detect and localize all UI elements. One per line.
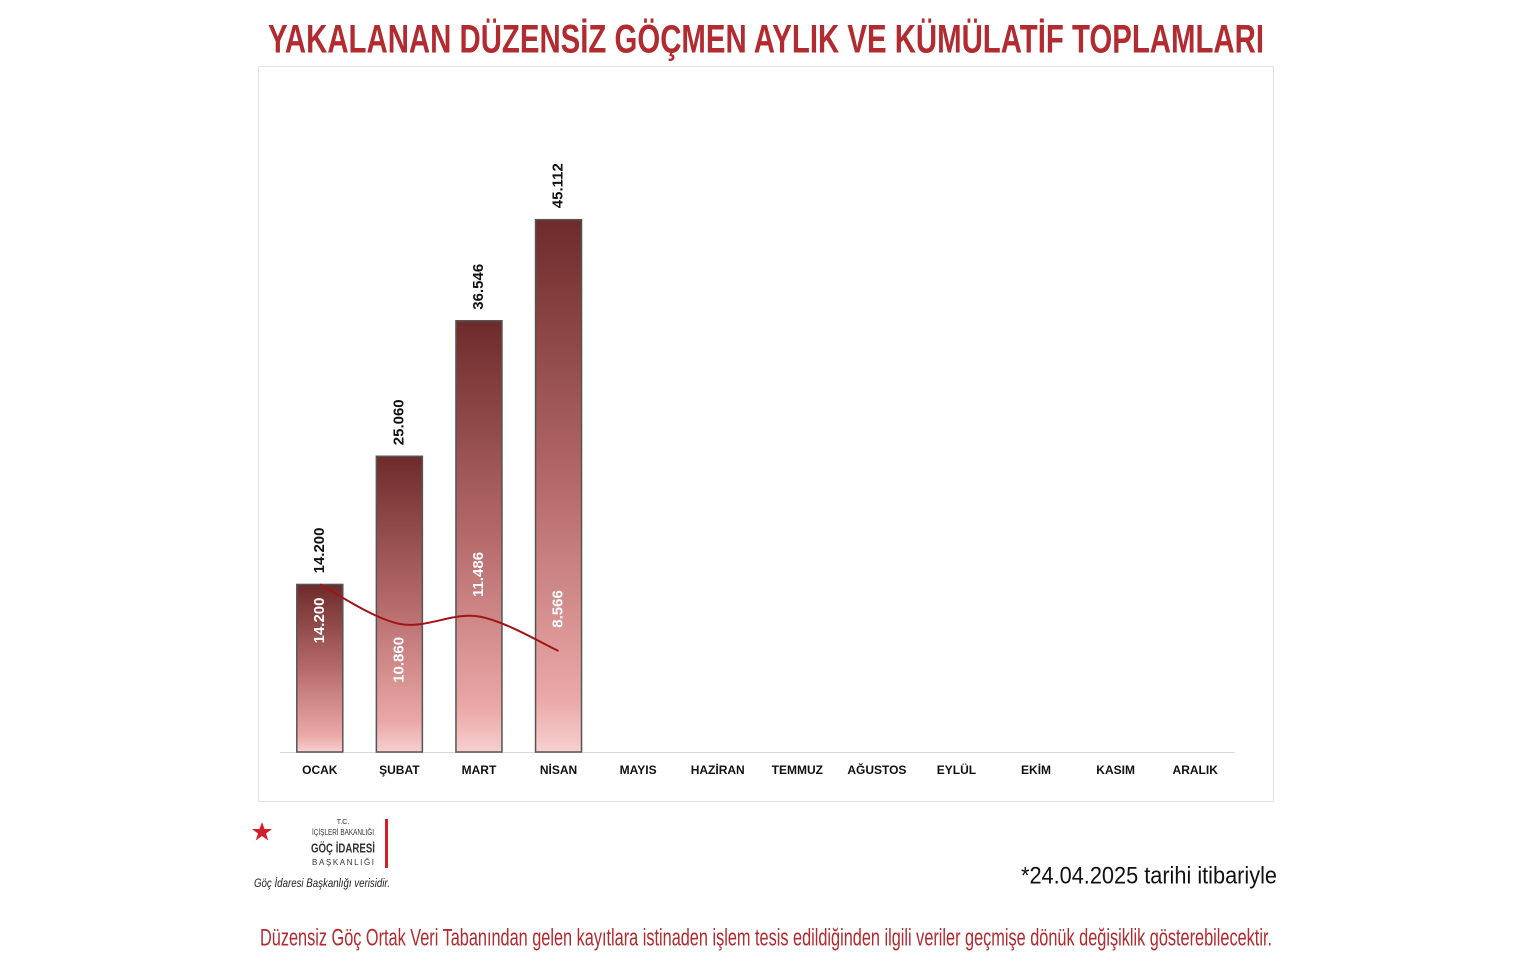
- data-label: 25.060: [390, 399, 407, 445]
- data-label: 11.486: [470, 552, 487, 597]
- logo-text: BAŞKANLIĞI: [312, 858, 374, 867]
- logo-text: İÇİŞLERİ BAKANLIĞI: [312, 828, 374, 837]
- line: [319, 583, 559, 652]
- date-note: *24.04.2025 tarihi itibariyle: [1021, 862, 1277, 889]
- chart-title: YAKALANAN DÜZENSİZ GÖÇMEN AYLIK VE KÜMÜL…: [268, 17, 1264, 62]
- data-label: 36.546: [470, 264, 487, 310]
- plot-frame: [258, 66, 1274, 802]
- bar: [375, 455, 424, 753]
- data-label: 8.566: [550, 590, 567, 628]
- logo-text: T.C.: [337, 819, 350, 826]
- logo: T.C. İÇİŞLERİ BAKANLIĞI GÖÇ İDARESİ BAŞK…: [252, 819, 388, 869]
- logo-star: [252, 822, 272, 841]
- data-label: 14.200: [311, 527, 328, 573]
- logo-crescent: [262, 832, 305, 869]
- bar: [296, 583, 344, 753]
- bar: [534, 218, 583, 753]
- x-tick-label: MART: [462, 763, 497, 777]
- x-tick-label: KASIM: [1096, 763, 1135, 777]
- data-label: 10.860: [390, 637, 407, 683]
- x-tick-label: EYLÜL: [937, 762, 976, 777]
- footnote: Düzensiz Göç Ortak Veri Tabanından gelen…: [260, 924, 1272, 951]
- data-label: 45.112: [550, 163, 567, 208]
- source: Göç İdaresi Başkanlığı verisidir.: [254, 876, 390, 890]
- bar: [455, 320, 503, 753]
- x-tick-label: TEMMUZ: [772, 763, 823, 777]
- x-tick-label: AĞUSTOS: [847, 762, 906, 777]
- data-label: 14.200: [311, 597, 328, 643]
- x-tick-label: NİSAN: [540, 762, 577, 777]
- x-tick-label: ŞUBAT: [379, 763, 420, 777]
- x-tick-label: ARALIK: [1173, 763, 1219, 777]
- logo-text: GÖÇ İDARESİ: [311, 840, 375, 855]
- x-tick-label: HAZİRAN: [691, 762, 745, 777]
- logo-bar: [385, 819, 388, 868]
- x-tick-label: OCAK: [302, 763, 338, 777]
- x-tick-label: MAYIS: [620, 763, 657, 777]
- x-tick-label: EKİM: [1021, 762, 1051, 777]
